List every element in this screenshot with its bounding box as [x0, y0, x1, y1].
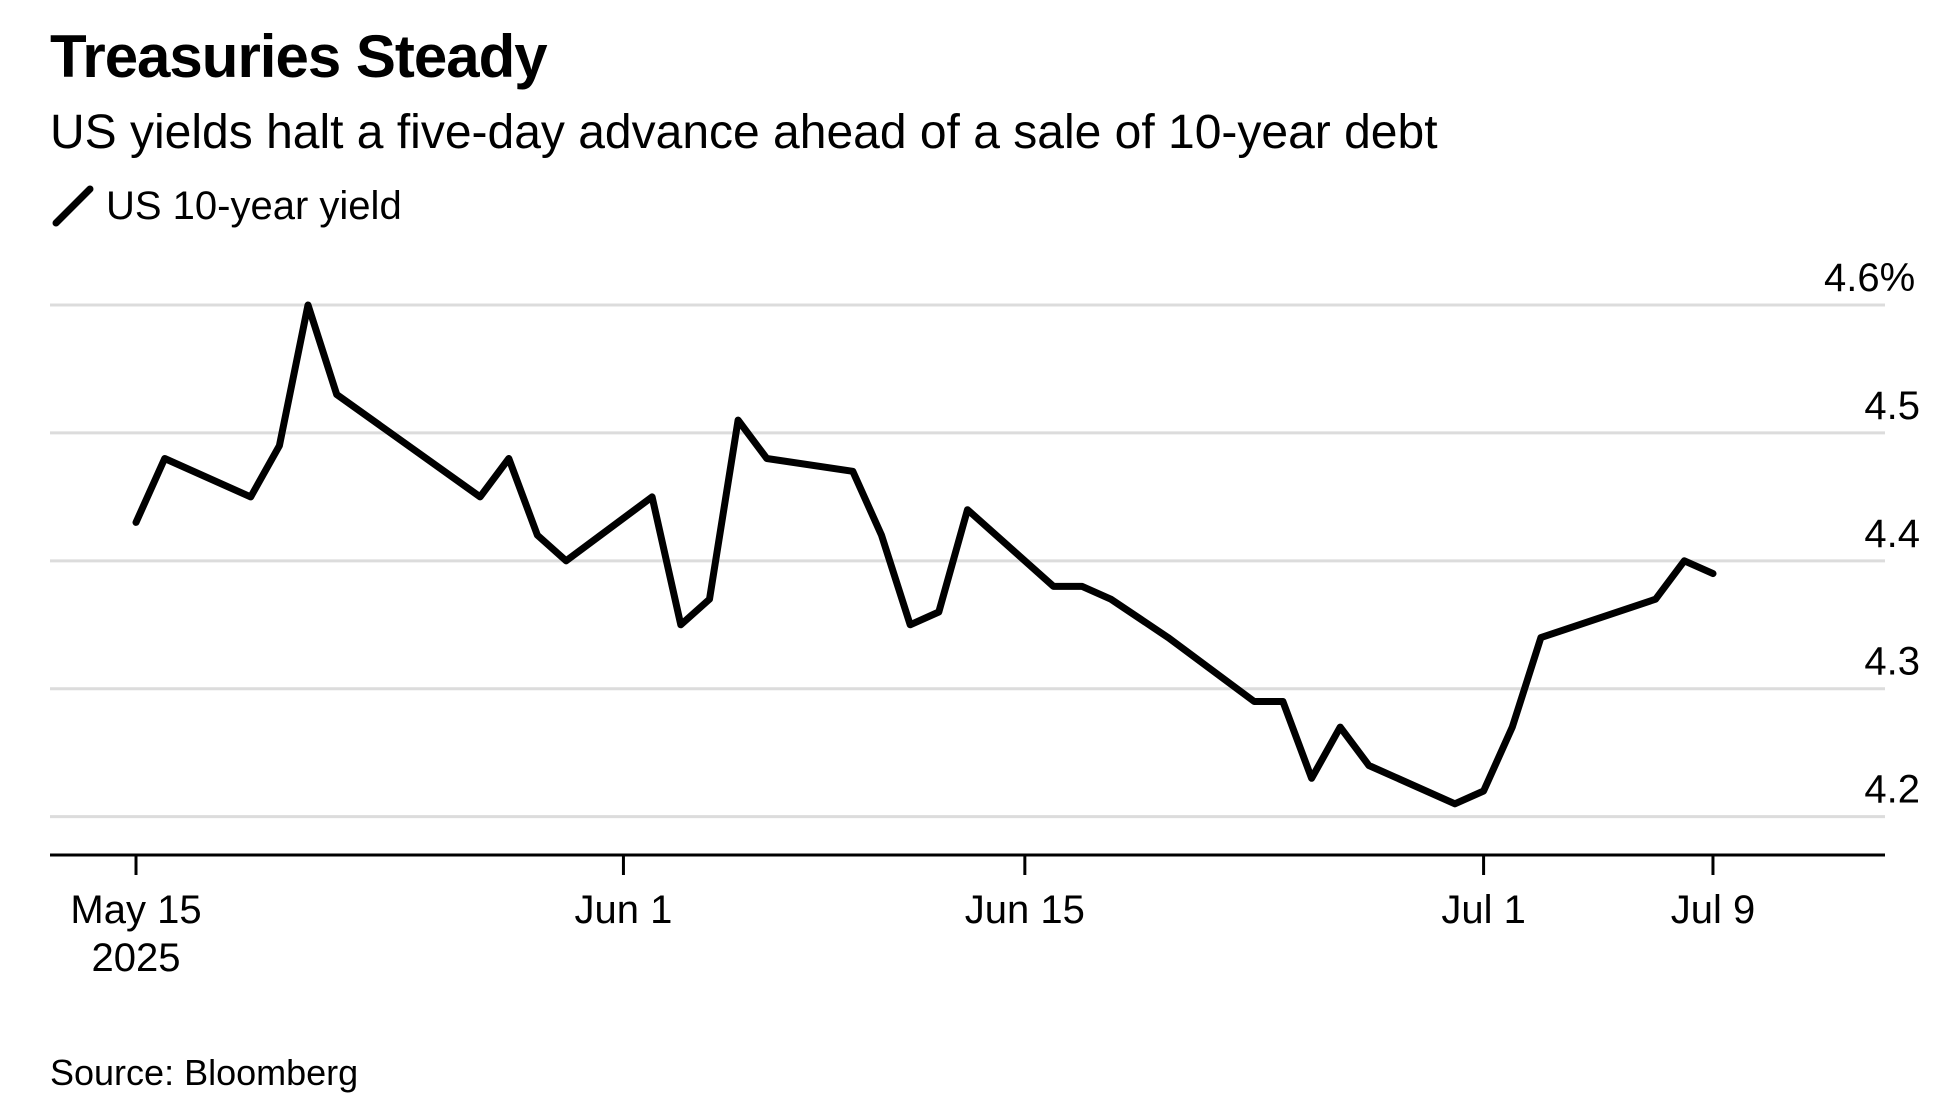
y-tick-label: 4.2 [1864, 768, 1920, 812]
series-line-us-10-year-yield [132, 301, 1717, 808]
chart-subtitle: US yields halt a five-day advance ahead … [50, 106, 1438, 159]
legend: US 10-year yield [50, 183, 402, 229]
y-tick-label: 4.5 [1864, 384, 1920, 428]
source-note: Source: Bloomberg [50, 1052, 359, 1093]
x-tick-sublabel: 2025 [92, 936, 181, 980]
series [132, 301, 1717, 808]
x-axis [50, 853, 1885, 875]
gridlines [50, 303, 1885, 819]
x-tick-label: Jun 1 [575, 888, 673, 932]
y-tick-label: 4.6% [1824, 256, 1915, 300]
y-axis-labels: 4.6% 4.5 4.4 4.3 4.2 [1824, 256, 1920, 812]
y-tick-label: 4.4 [1864, 512, 1920, 556]
x-tick-label: Jul 1 [1441, 888, 1526, 932]
x-tick-label: Jun 15 [965, 888, 1085, 932]
x-tick-label: May 15 [70, 888, 201, 932]
legend-label: US 10-year yield [106, 183, 402, 228]
chart-title: Treasuries Steady [50, 23, 548, 90]
x-tick-label: Jul 9 [1671, 888, 1756, 932]
legend-line-swatch [52, 185, 94, 227]
y-tick-label: 4.3 [1864, 640, 1920, 684]
